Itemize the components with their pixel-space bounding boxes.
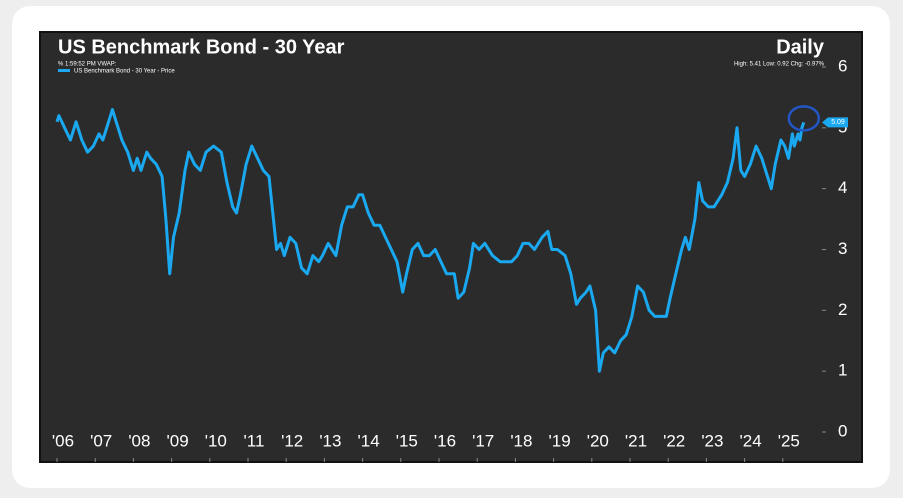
x-tick-label: '18 [510, 431, 532, 450]
x-tick-label: '17 [472, 431, 494, 450]
x-tick-label: '23 [701, 431, 723, 450]
y-tick-label: 0 [838, 421, 847, 440]
x-tick-label: '16 [434, 431, 456, 450]
chart-title: US Benchmark Bond - 30 Year [58, 36, 345, 58]
x-tick-label: '08 [128, 431, 150, 450]
y-tick-label: 2 [838, 300, 847, 319]
x-tick-label: '20 [587, 431, 609, 450]
x-tick-label: '07 [90, 431, 112, 450]
x-tick-label: '09 [167, 431, 189, 450]
y-tick-label: 4 [838, 178, 847, 197]
price-tag [822, 117, 848, 128]
x-tick-label: '06 [52, 431, 74, 450]
x-tick-label: '13 [319, 431, 341, 450]
x-tick-label: '15 [396, 431, 418, 450]
frequency: Daily [776, 36, 825, 58]
x-tick-label: '21 [625, 431, 647, 450]
x-tick-label: '22 [663, 431, 685, 450]
x-tick-label: '11 [244, 431, 265, 450]
x-tick-label: '10 [205, 431, 227, 450]
x-tick-label: '25 [778, 431, 800, 450]
subtitle: % 1:59:52 PM VWAP: [58, 62, 117, 68]
y-tick-label: 6 [838, 56, 847, 75]
price-line [55, 108, 806, 373]
x-tick-label: '14 [358, 431, 380, 450]
legend-entry: US Benchmark Bond - 30 Year - Price [74, 69, 175, 75]
highlight-circle [787, 105, 821, 132]
x-tick-label: '24 [740, 431, 762, 450]
stats: High: 5.41 Low: 0.92 Chg: -0.97% [734, 62, 825, 68]
x-tick-label: '12 [281, 431, 303, 450]
legend-swatch [58, 69, 70, 72]
y-tick-label: 3 [838, 239, 847, 258]
price-tag-label: 5.09 [831, 119, 845, 126]
x-tick-label: '19 [549, 431, 571, 450]
y-tick-label: 1 [838, 361, 847, 380]
chart-panel [39, 31, 863, 463]
